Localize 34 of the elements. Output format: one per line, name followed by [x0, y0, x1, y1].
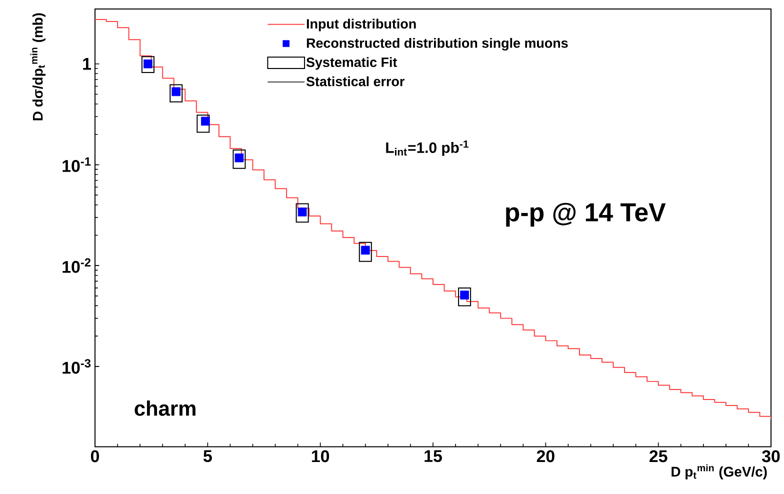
x-tick-label: 25: [650, 450, 668, 462]
bar: [358, 242, 372, 262]
bar: [141, 56, 154, 74]
bar: [196, 114, 210, 133]
point: [172, 87, 181, 96]
x-tick-label: 5: [203, 450, 212, 462]
annotation: L$_{int}$=1.0 pb$^{-1}$: [386, 140, 468, 156]
bar: [170, 84, 183, 102]
annotation: charm: [134, 400, 196, 416]
bar: [232, 149, 246, 169]
y-tick-label: 10$^{-2}$: [62, 258, 91, 273]
x-tick-label: 20: [536, 450, 554, 462]
x-tick-label: 10: [312, 450, 330, 462]
point: [234, 153, 244, 162]
bar: [296, 203, 309, 223]
annotation: p-p @ 14 TeV: [506, 202, 666, 227]
point: [298, 208, 307, 216]
point: [361, 246, 370, 255]
x-tick-label: 15: [424, 450, 442, 462]
y-axis-title: D dσ/dp$_{t}$$^{min}$ (mb): [30, 13, 46, 120]
y-tick-label: 10$^{-3}$: [62, 359, 91, 374]
y-tick-label: 10$^{-1}$: [62, 157, 91, 172]
legend-label: Systematic Fit: [306, 57, 398, 70]
legend-label: Reconstructed distribution single muons: [306, 38, 568, 51]
x-tick-label: 30: [762, 450, 780, 462]
bar: [458, 287, 472, 306]
x-tick-label: 0: [90, 450, 100, 462]
point: [460, 290, 469, 300]
point: [201, 116, 210, 126]
x-axis-title: D p$_{t}$$^{min}$ (GeV/c): [672, 464, 767, 480]
legend-label: Input distribution: [306, 18, 416, 32]
point: [144, 59, 152, 68]
annotation: Statistical error: [306, 76, 404, 86]
y-tick-label: 1: [83, 58, 92, 70]
